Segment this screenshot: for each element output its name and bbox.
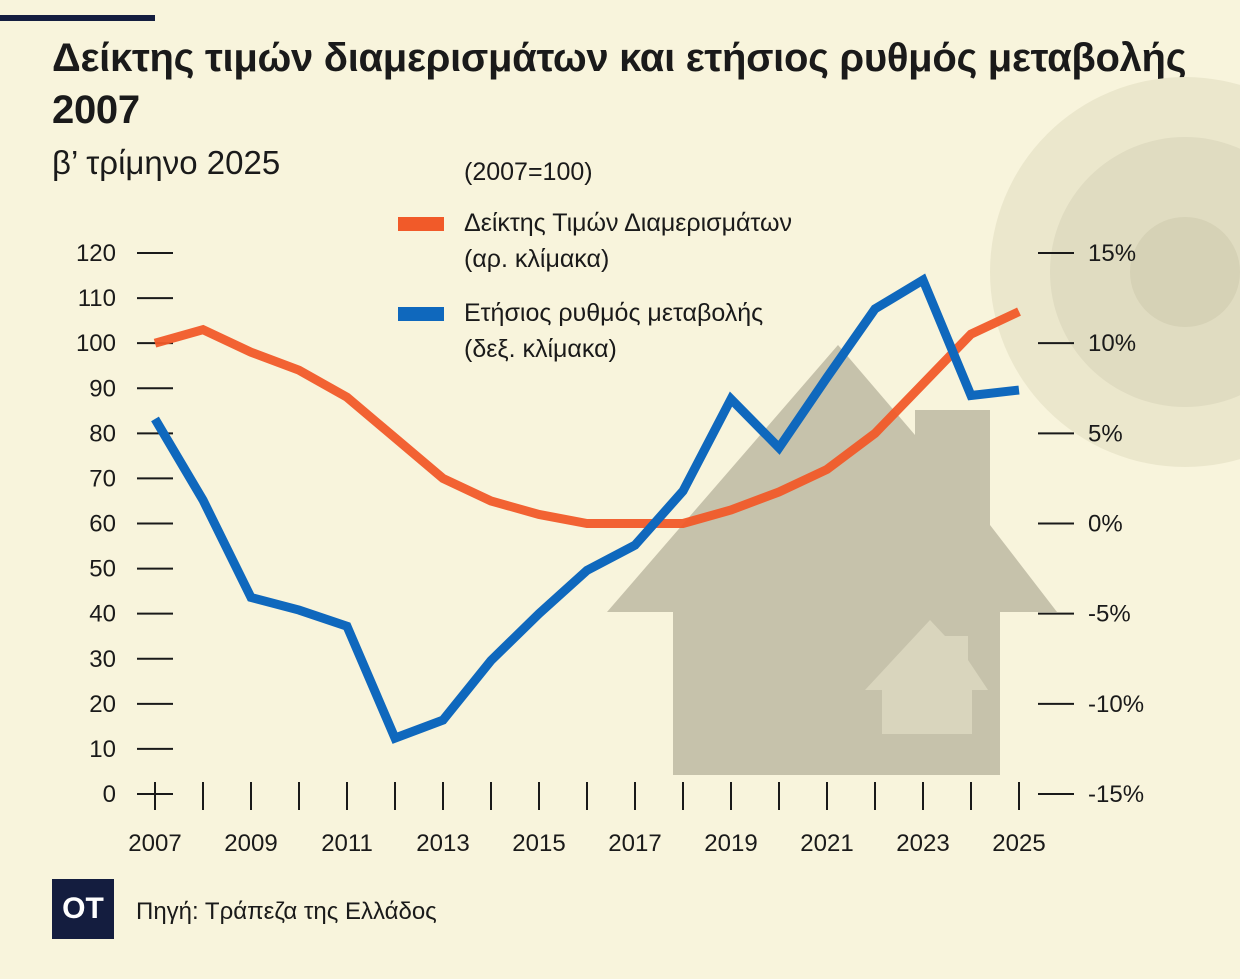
right-tick-label: 10% bbox=[1088, 330, 1136, 357]
x-tick-label: 2015 bbox=[512, 830, 565, 857]
x-tick-label: 2009 bbox=[224, 830, 277, 857]
right-tick-label: -15% bbox=[1088, 781, 1144, 808]
ot-logo: OT bbox=[52, 879, 114, 939]
small-house-icon bbox=[865, 620, 988, 734]
background-decoration bbox=[607, 77, 1240, 775]
base-note: (2007=100) bbox=[464, 158, 593, 186]
chart-subtitle: β’ τρίμηνο 2025 bbox=[52, 144, 281, 181]
left-tick-label: 80 bbox=[89, 420, 116, 447]
right-tick-label: 15% bbox=[1088, 240, 1136, 267]
left-tick-label: 100 bbox=[76, 330, 116, 357]
left-tick-label: 110 bbox=[78, 285, 116, 312]
x-tick-label: 2011 bbox=[321, 830, 373, 857]
legend-item-index: Δείκτης Τιμών Διαμερισμάτων (αρ. κλίμακα… bbox=[398, 205, 792, 277]
chart-title: Δείκτης τιμών διαμερισμάτων και ετήσιος … bbox=[52, 36, 1187, 132]
right-tick-label: 5% bbox=[1088, 420, 1123, 447]
x-tick-label: 2017 bbox=[608, 830, 661, 857]
house-icon bbox=[607, 345, 1057, 775]
left-tick-label: 70 bbox=[89, 465, 116, 492]
legend-swatch-blue bbox=[398, 307, 444, 321]
left-tick-label: 60 bbox=[89, 511, 116, 538]
left-tick-label: 50 bbox=[89, 556, 116, 583]
left-tick-label: 40 bbox=[89, 601, 116, 628]
right-tick-label: -10% bbox=[1088, 691, 1144, 718]
left-tick-label: 10 bbox=[89, 736, 116, 763]
left-tick-label: 120 bbox=[76, 240, 116, 267]
legend-swatch-orange bbox=[398, 217, 444, 231]
x-tick-label: 2023 bbox=[896, 830, 949, 857]
left-tick-label: 90 bbox=[89, 375, 116, 402]
x-tick-label: 2013 bbox=[416, 830, 469, 857]
left-tick-label: 0 bbox=[103, 781, 116, 808]
left-tick-label: 30 bbox=[89, 646, 116, 673]
x-tick-label: 2007 bbox=[128, 830, 181, 857]
top-accent-bar bbox=[0, 15, 155, 21]
x-tick-label: 2025 bbox=[992, 830, 1045, 857]
legend-item-change: Ετήσιος ρυθμός μεταβολής (δεξ. κλίμακα) bbox=[398, 295, 763, 367]
x-tick-label: 2019 bbox=[704, 830, 757, 857]
source-note: Πηγή: Τράπεζα της Ελλάδος bbox=[136, 898, 437, 925]
left-tick-label: 20 bbox=[89, 691, 116, 718]
x-tick-label: 2021 bbox=[800, 830, 853, 857]
right-tick-label: 0% bbox=[1088, 511, 1123, 538]
right-tick-label: -5% bbox=[1088, 601, 1131, 628]
